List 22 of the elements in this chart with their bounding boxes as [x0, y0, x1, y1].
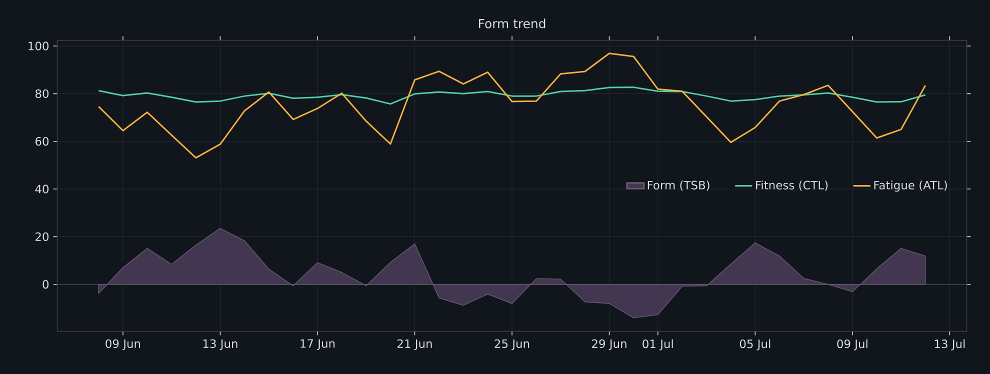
- y-tick-label: 40: [35, 184, 49, 194]
- x-tick-label: 05 Jul: [740, 339, 770, 350]
- legend-label: Fatigue (ATL): [874, 180, 947, 192]
- x-tick-label: 29 Jun: [592, 339, 626, 350]
- x-tick-label: 13 Jul: [934, 339, 965, 350]
- x-tick-label: 13 Jun: [203, 339, 238, 350]
- y-tick-label: 100: [28, 42, 49, 50]
- x-tick-label: 25 Jun: [494, 339, 530, 350]
- x-tick-label: 21 Jun: [398, 339, 432, 350]
- chart-title: Form trend: [478, 18, 546, 28]
- line-series: [98, 52, 926, 159]
- y-tick-label: 0: [42, 280, 49, 289]
- y-tick-label: 20: [36, 232, 49, 242]
- y-tick-label: 80: [35, 89, 49, 98]
- x-tick-label: 09 Jun: [106, 339, 140, 350]
- legend-label: Form (TSB): [648, 180, 710, 191]
- y-tick-label: 60: [36, 137, 49, 146]
- line-series: [98, 86, 926, 105]
- x-tick-label: 09 Jul: [837, 339, 868, 350]
- x-tick-label: 17 Jun: [300, 339, 335, 350]
- legend-label: Fitness (CTL): [756, 180, 828, 191]
- x-tick-label: 01 Jul: [642, 339, 673, 350]
